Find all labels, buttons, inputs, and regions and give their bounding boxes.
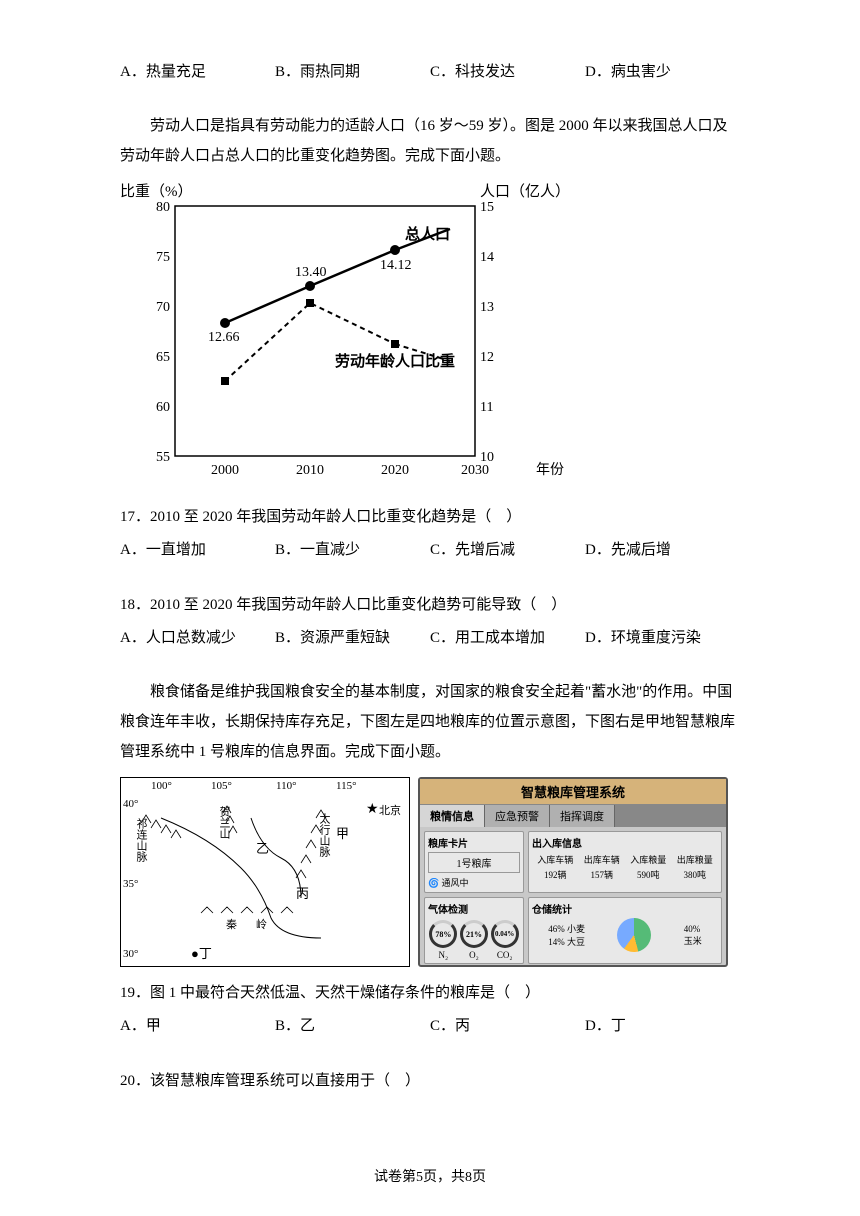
- io-panel: 出入库信息 入库车辆 出库车辆 入库粮量 出库粮量 192辆 157辆 590吨…: [528, 831, 722, 893]
- svg-text:2000: 2000: [211, 463, 239, 478]
- page-footer: 试卷第5页，共8页: [0, 1166, 860, 1186]
- q19-options: A．甲 B．乙 C．丙 D．丁: [120, 1014, 740, 1035]
- svg-text:60: 60: [156, 400, 170, 415]
- intro-text-1: 劳动人口是指具有劳动能力的适龄人口（16 岁～59 岁）。图是 2000 年以来…: [120, 111, 740, 171]
- population-chart: 比重（%） 人口（亿人） 80 75 70 65 60 55 15 14 13 …: [120, 181, 600, 481]
- option-b: B．乙: [275, 1014, 430, 1035]
- q18-text: 18．2010 至 2020 年我国劳动年龄人口比重变化趋势可能导致（ ）: [120, 589, 740, 622]
- q16-options: A．热量充足 B．雨热同期 C．科技发达 D．病虫害少: [120, 60, 740, 81]
- option-d: D．丁: [585, 1014, 740, 1035]
- option-d: D．先减后增: [585, 538, 740, 559]
- svg-text:13.40: 13.40: [295, 265, 327, 280]
- option-d: D．病虫害少: [585, 60, 740, 81]
- option-b: B．一直减少: [275, 538, 430, 559]
- gas-panel: 气体检测 78%N₂ 21%O₂ 0.04%CO₂: [424, 897, 524, 964]
- svg-text:2010: 2010: [296, 463, 324, 478]
- q17-text: 17．2010 至 2020 年我国劳动年龄人口比重变化趋势是（ ）: [120, 501, 740, 534]
- pie-icon: [617, 918, 651, 952]
- svg-text:80: 80: [156, 200, 170, 215]
- svg-text:75: 75: [156, 250, 170, 265]
- svg-text:12: 12: [480, 350, 494, 365]
- option-d: D．环境重度污染: [585, 626, 740, 647]
- option-c: C．科技发达: [430, 60, 585, 81]
- option-c: C．先增后减: [430, 538, 585, 559]
- svg-text:★: ★: [366, 802, 379, 817]
- y-right-label: 人口（亿人）: [480, 183, 570, 200]
- card-panel: 粮库卡片 1号粮库 🌀 通风中: [424, 831, 524, 893]
- q17-options: A．一直增加 B．一直减少 C．先增后减 D．先减后增: [120, 538, 740, 559]
- map-figure: ★ 100° 105° 110° 115° 40° 35° 30° 北京 甲 乙…: [120, 777, 410, 967]
- option-c: C．用工成本增加: [430, 626, 585, 647]
- svg-text:2020: 2020: [381, 463, 409, 478]
- system-tabs: 粮情信息 应急预警 指挥调度: [420, 805, 726, 827]
- option-a: A．一直增加: [120, 538, 275, 559]
- svg-text:年份: 年份: [536, 462, 564, 478]
- svg-text:12.66: 12.66: [208, 330, 240, 345]
- svg-text:55: 55: [156, 450, 170, 465]
- option-a: A．人口总数减少: [120, 626, 275, 647]
- option-c: C．丙: [430, 1014, 585, 1035]
- q19-text: 19．图 1 中最符合天然低温、天然干燥储存条件的粮库是（ ）: [120, 977, 740, 1010]
- tab-alert: 应急预警: [485, 805, 550, 827]
- option-a: A．甲: [120, 1014, 275, 1035]
- svg-text:劳动年龄人口比重: 劳动年龄人口比重: [335, 352, 455, 370]
- svg-text:11: 11: [480, 400, 493, 415]
- option-b: B．资源严重短缺: [275, 626, 430, 647]
- figure-row: ★ 100° 105° 110° 115° 40° 35° 30° 北京 甲 乙…: [120, 777, 740, 967]
- svg-text:2030: 2030: [461, 463, 489, 478]
- svg-text:70: 70: [156, 300, 170, 315]
- svg-text:14.12: 14.12: [380, 258, 412, 273]
- tab-dispatch: 指挥调度: [550, 805, 615, 827]
- q20-text: 20．该智慧粮库管理系统可以直接用于（ ）: [120, 1065, 740, 1098]
- storage-panel: 仓储统计 46% 小麦 14% 大豆 40%玉米: [528, 897, 722, 964]
- svg-text:总人口: 总人口: [405, 225, 450, 243]
- svg-text:15: 15: [480, 200, 494, 215]
- svg-text:13: 13: [480, 300, 494, 315]
- option-a: A．热量充足: [120, 60, 275, 81]
- intro-text-2: 粮食储备是维护我国粮食安全的基本制度，对国家的粮食安全起着"蓄水池"的作用。中国…: [120, 677, 740, 767]
- q18-options: A．人口总数减少 B．资源严重短缺 C．用工成本增加 D．环境重度污染: [120, 626, 740, 647]
- option-b: B．雨热同期: [275, 60, 430, 81]
- system-figure: 智慧粮库管理系统 粮情信息 应急预警 指挥调度 粮库卡片 1号粮库 🌀 通风中 …: [418, 777, 728, 967]
- svg-text:65: 65: [156, 350, 170, 365]
- system-title: 智慧粮库管理系统: [420, 779, 726, 805]
- tab-info: 粮情信息: [420, 805, 485, 827]
- y-left-label: 比重（%）: [120, 183, 193, 200]
- svg-text:14: 14: [480, 250, 494, 265]
